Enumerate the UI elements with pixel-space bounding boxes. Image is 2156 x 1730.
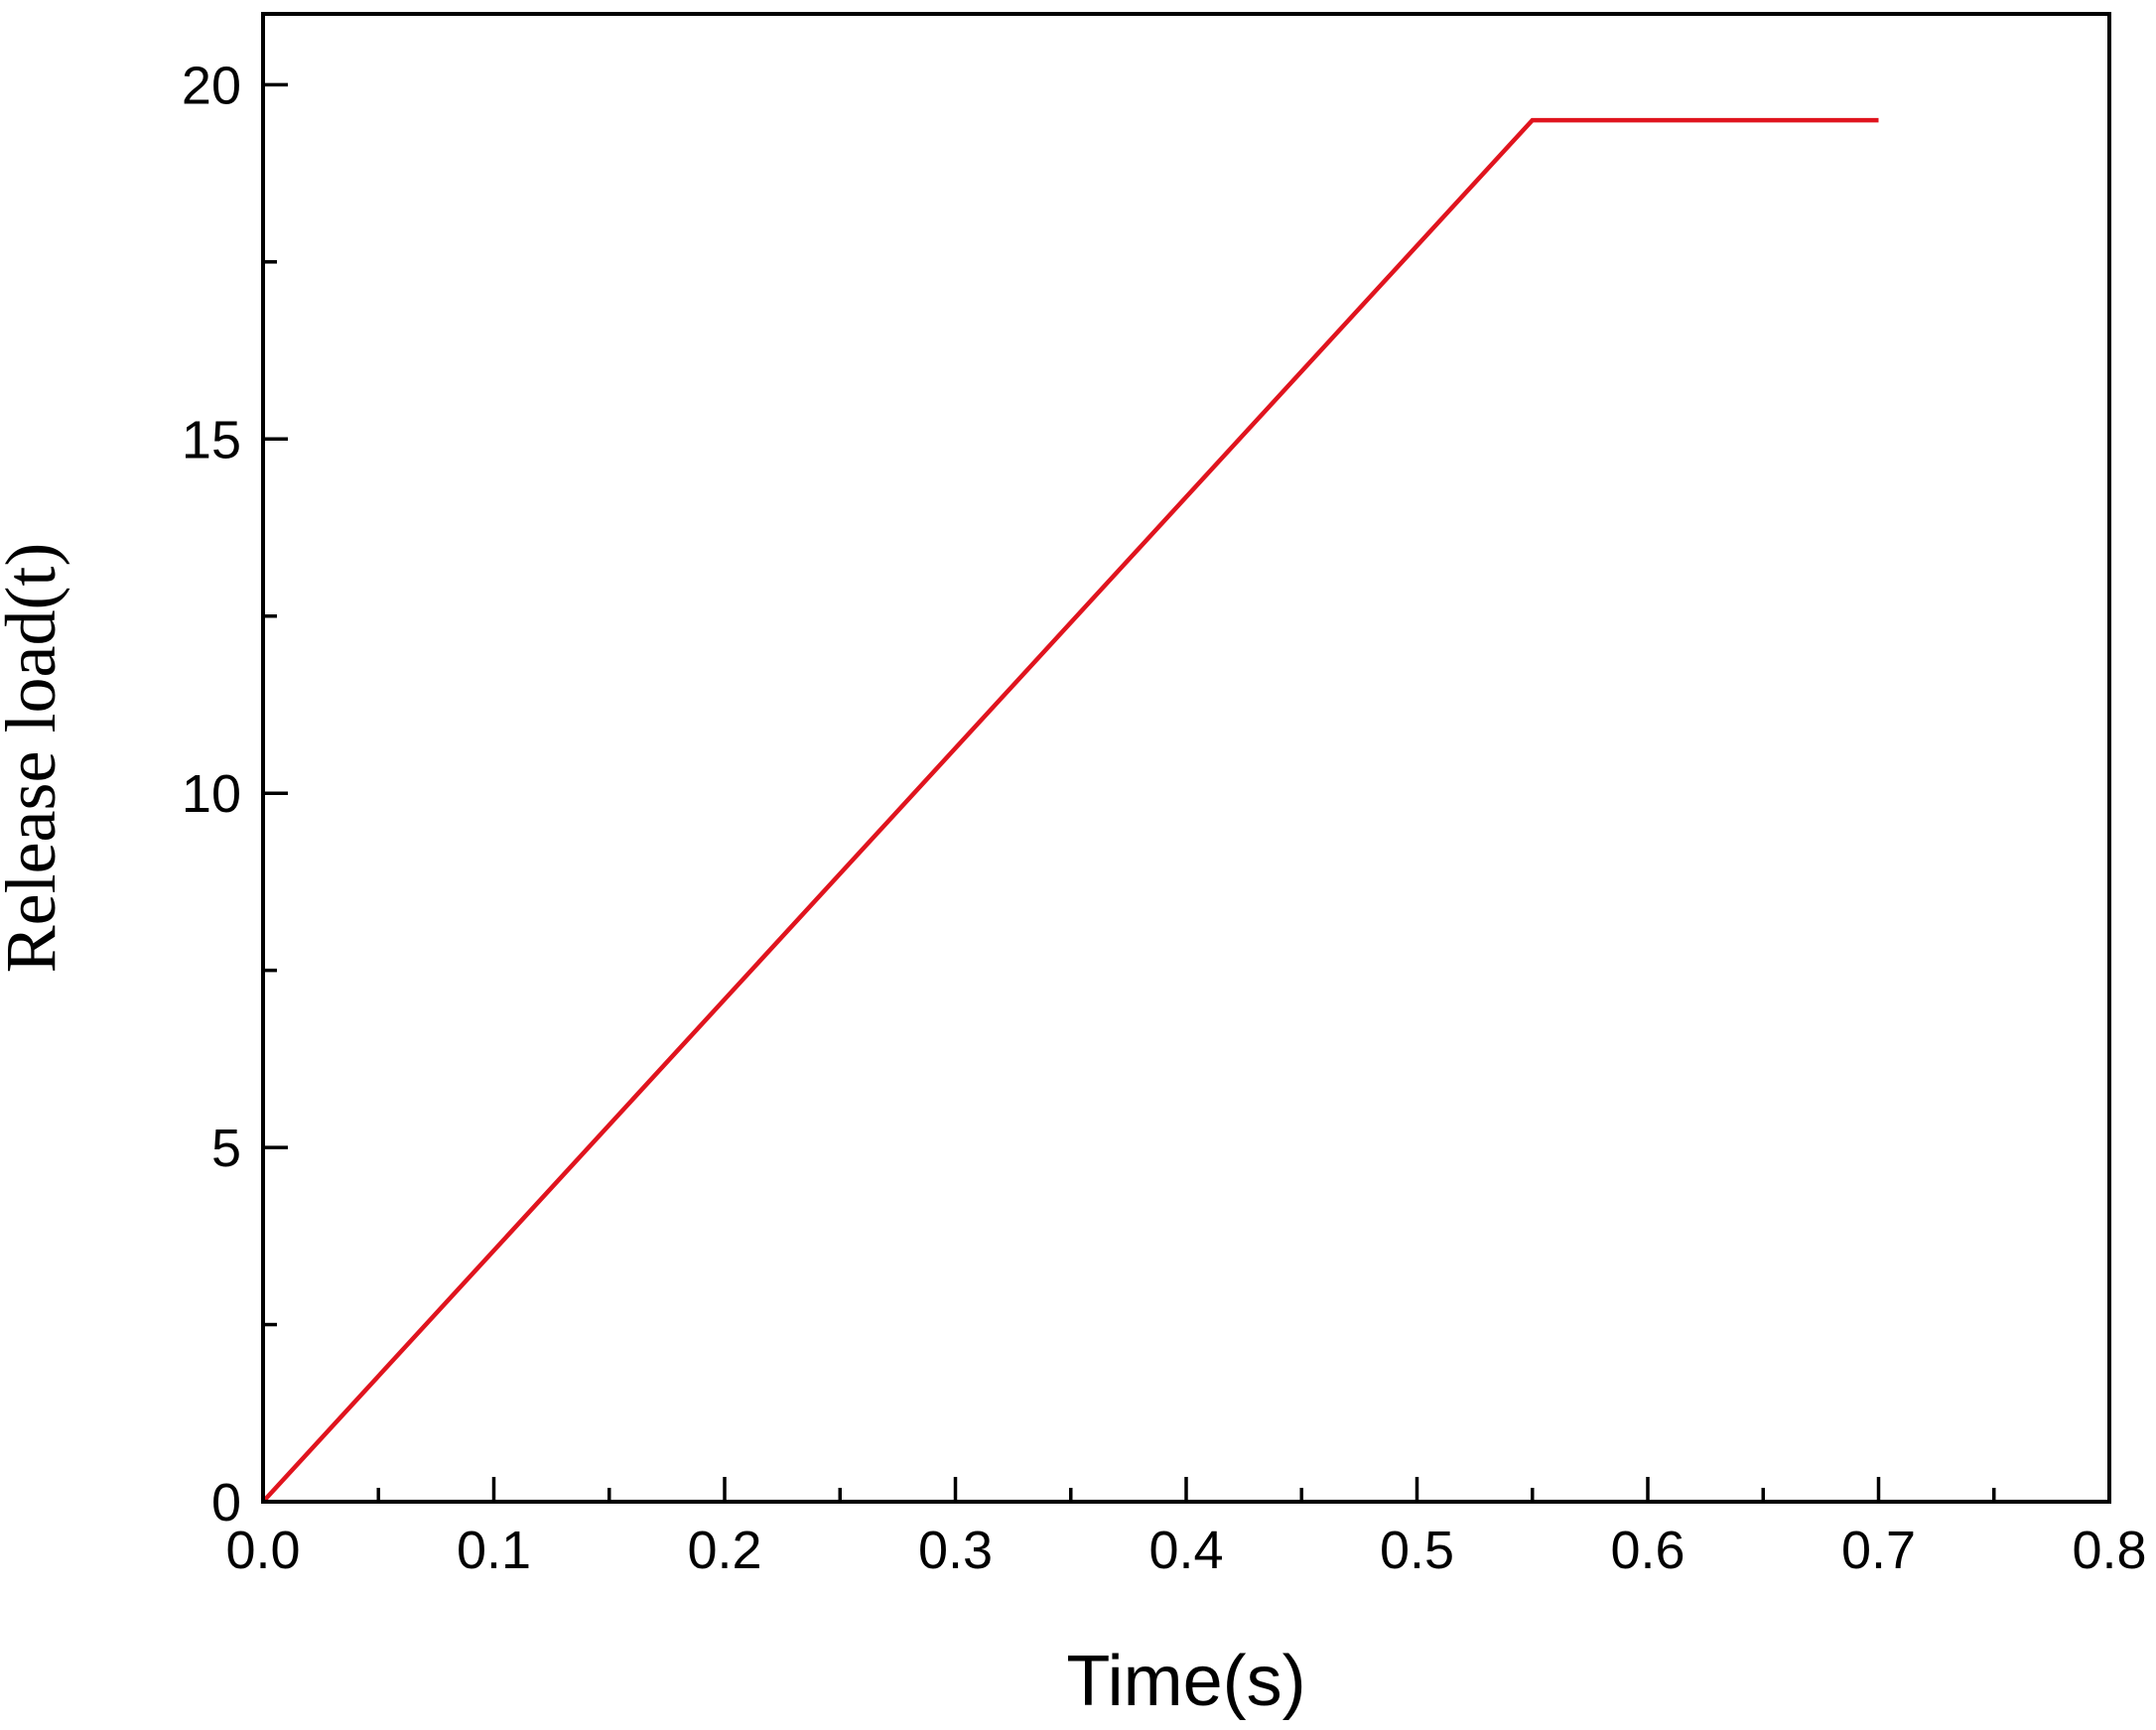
- y-tick-label: 0: [211, 1473, 241, 1532]
- x-tick-label: 0.3: [918, 1521, 993, 1580]
- x-tick-label: 0.1: [457, 1521, 531, 1580]
- y-tick-label: 10: [182, 764, 241, 824]
- x-axis-title: Time(s): [1066, 1642, 1305, 1721]
- y-tick-label: 5: [211, 1119, 241, 1178]
- x-tick-labels: 0.0 0.1 0.2 0.3 0.4 0.5 0.6 0.7 0.8: [225, 1521, 2146, 1580]
- x-tick-label: 0.4: [1148, 1521, 1223, 1580]
- x-tick-label: 0.6: [1610, 1521, 1684, 1580]
- x-minor-ticks: [376, 1488, 1996, 1502]
- plot-frame: [261, 12, 2111, 1504]
- y-tick-label: 20: [182, 56, 241, 115]
- x-tick-label: 0.2: [687, 1521, 761, 1580]
- x-tick-label: 0.0: [225, 1521, 300, 1580]
- y-minor-ticks: [263, 260, 277, 1327]
- x-tick-label: 0.5: [1380, 1521, 1454, 1580]
- x-tick-label: 0.8: [2072, 1521, 2146, 1580]
- x-tick-label: 0.7: [1841, 1521, 1916, 1580]
- series-line: [261, 117, 1879, 1504]
- y-axis-title: Release load(t): [0, 543, 70, 974]
- y-tick-label: 15: [182, 410, 241, 469]
- y-tick-labels: 0 5 10 15 20: [182, 56, 241, 1532]
- series-layer: [261, 117, 1879, 1504]
